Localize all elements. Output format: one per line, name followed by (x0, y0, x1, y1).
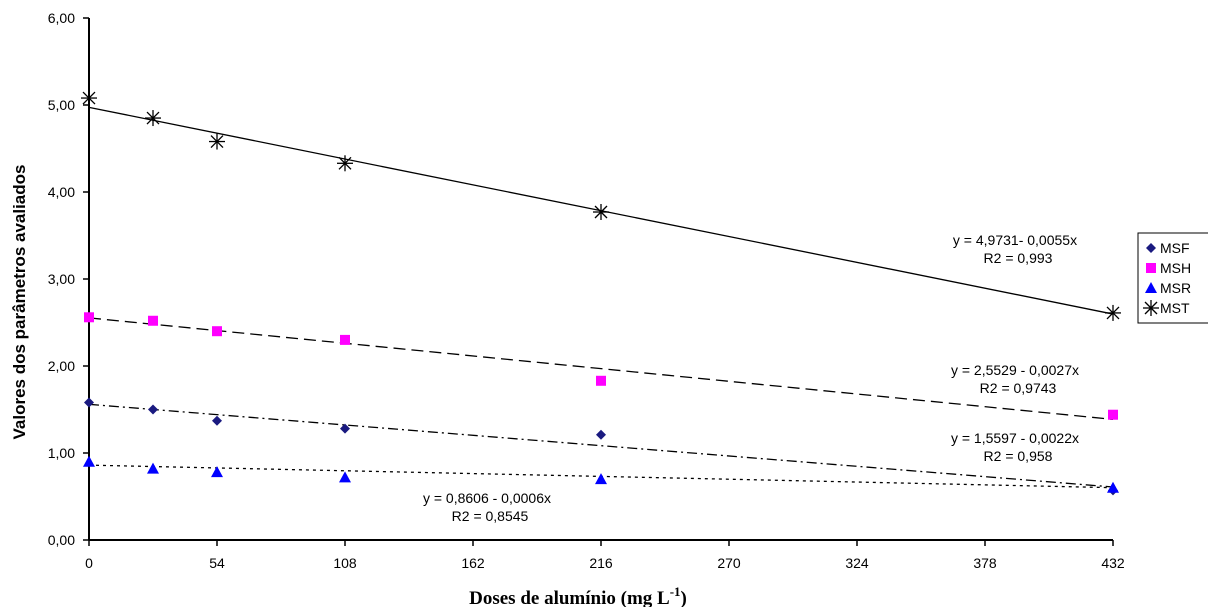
data-point-msh (84, 312, 94, 323)
r2-msr: R2 = 0,8545 (452, 508, 529, 524)
data-point-msr (211, 466, 223, 478)
data-point-msf (84, 397, 94, 408)
legend-label-msr: MSR (1160, 280, 1191, 296)
data-point-mst (81, 90, 97, 107)
data-point-mst (145, 110, 161, 127)
y-tick-label: 0,00 (48, 532, 75, 548)
r2-mst: R2 = 0,993 (984, 250, 1053, 266)
data-point-msr (339, 471, 351, 483)
data-point-msr (1107, 481, 1119, 493)
legend-label-msh: MSH (1160, 260, 1191, 276)
data-point-msf (596, 429, 606, 440)
x-axis-label-close: ) (681, 588, 687, 607)
data-point-mst (209, 133, 225, 150)
x-axis-label-main: Doses de alumínio (mg L (469, 588, 670, 607)
x-tick-label: 270 (717, 555, 741, 571)
legend-label-mst: MST (1160, 300, 1190, 316)
x-tick-label: 0 (85, 555, 93, 571)
legend-label-msf: MSF (1160, 240, 1190, 256)
y-tick-label: 5,00 (48, 97, 75, 113)
y-axis-label: Valores dos parâmetros avaliados (10, 165, 29, 440)
data-point-msr (595, 473, 607, 485)
x-tick-label: 54 (209, 555, 225, 571)
y-tick-label: 3,00 (48, 271, 75, 287)
data-point-msf (148, 404, 158, 415)
label-layer: 0,00 1,00 2,00 3,00 4,00 5,00 6,00 0 54 108 162 216… (48, 10, 1125, 571)
equation-msh: y = 2,5529 - 0,0027x (951, 362, 1079, 378)
data-point-mst (337, 155, 353, 172)
r2-msh: R2 = 0,9743 (980, 380, 1057, 396)
data-point-mst (593, 204, 609, 221)
data-point-msh (340, 334, 350, 345)
x-tick-label: 216 (589, 555, 613, 571)
r2-msf: R2 = 0,958 (984, 448, 1053, 464)
data-point-msf (212, 415, 222, 426)
x-tick-label: 108 (333, 555, 357, 571)
y-tick-label: 6,00 (48, 10, 75, 26)
legend: MSF MSH MSR MST (1137, 232, 1208, 324)
x-tick-label: 432 (1101, 555, 1125, 571)
x-tick-label: 162 (461, 555, 485, 571)
y-tick-label: 2,00 (48, 358, 75, 374)
equation-msf: y = 1,5597 - 0,0022x (951, 430, 1079, 446)
y-tick-label: 4,00 (48, 184, 75, 200)
axes-layer (83, 17, 1114, 546)
legend-marker-msf (1146, 243, 1156, 253)
trendline-msh (88, 317, 1114, 421)
data-point-msh (596, 375, 606, 386)
equation-msr: y = 0,8606 - 0,0006x (423, 490, 551, 506)
data-point-mst (1105, 304, 1121, 321)
data-point-msh (148, 315, 158, 326)
data-point-msr (83, 455, 95, 467)
data-point-msh (1108, 409, 1118, 420)
data-point-msf (340, 423, 350, 434)
legend-marker-msh (1146, 263, 1156, 273)
x-tick-label: 324 (845, 555, 869, 571)
equation-mst: y = 4,9731- 0,0055x (953, 232, 1077, 248)
data-point-msh (212, 326, 222, 337)
marker-layer (81, 90, 1121, 496)
legend-marker-msr (1145, 282, 1157, 293)
legend-marker-mst (1143, 300, 1159, 316)
x-axis-label-superscript: -1 (670, 584, 681, 599)
x-axis-label: Doses de alumínio (mg L-1) (469, 584, 687, 607)
x-tick-label: 378 (973, 555, 997, 571)
y-tick-label: 1,00 (48, 445, 75, 461)
data-point-msr (147, 462, 159, 474)
